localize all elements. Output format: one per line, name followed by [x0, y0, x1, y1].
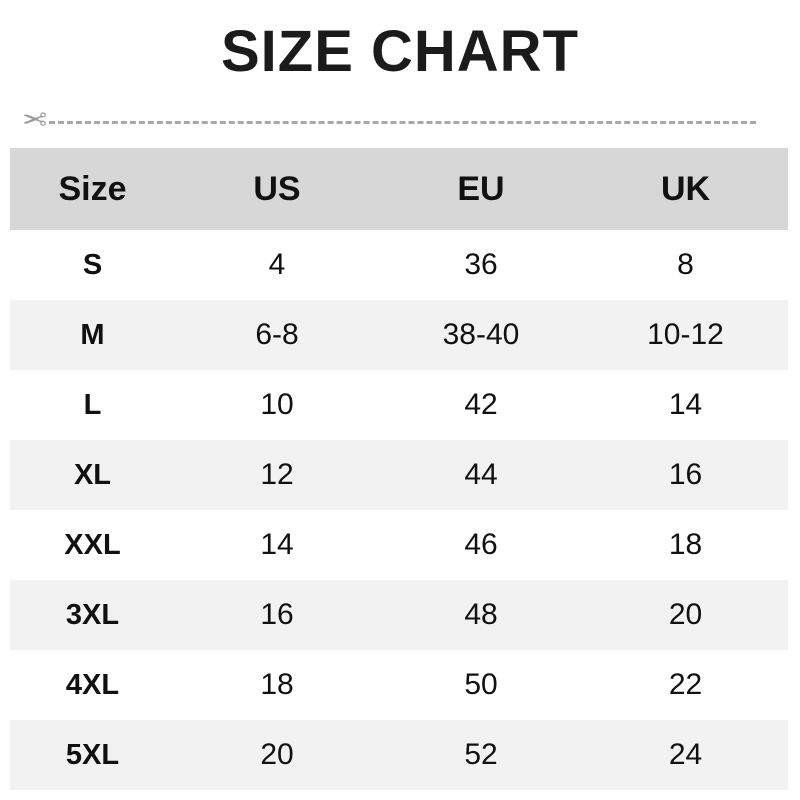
cell-us: 16	[175, 580, 379, 650]
dashed-cut-divider	[49, 120, 756, 124]
cell-us: 10	[175, 370, 379, 440]
table-row: 5XL 20 52 24	[10, 720, 788, 790]
table-header: Size US EU UK	[10, 148, 788, 230]
cell-size: XXL	[10, 510, 175, 580]
cell-size: M	[10, 300, 175, 370]
table-body: S 4 36 8 M 6-8 38-40 10-12 L 10 42 14 XL…	[10, 230, 788, 790]
cell-eu: 46	[379, 510, 583, 580]
cell-uk: 10-12	[583, 300, 788, 370]
cell-size: XL	[10, 440, 175, 510]
table-row: XL 12 44 16	[10, 440, 788, 510]
cell-size: L	[10, 370, 175, 440]
table-row: 4XL 18 50 22	[10, 650, 788, 720]
cell-size: 5XL	[10, 720, 175, 790]
cell-eu: 36	[379, 230, 583, 300]
cell-us: 18	[175, 650, 379, 720]
cell-eu: 50	[379, 650, 583, 720]
table-row: L 10 42 14	[10, 370, 788, 440]
column-header-size: Size	[10, 148, 175, 230]
cell-eu: 52	[379, 720, 583, 790]
cell-eu: 44	[379, 440, 583, 510]
cell-eu: 38-40	[379, 300, 583, 370]
cell-eu: 48	[379, 580, 583, 650]
cell-uk: 22	[583, 650, 788, 720]
cell-uk: 18	[583, 510, 788, 580]
cell-uk: 8	[583, 230, 788, 300]
cut-line: ✂	[22, 104, 774, 138]
table-row: S 4 36 8	[10, 230, 788, 300]
size-chart-table: Size US EU UK S 4 36 8 M 6-8 38-40 10-12…	[10, 148, 788, 790]
table-header-row: Size US EU UK	[10, 148, 788, 230]
cell-uk: 16	[583, 440, 788, 510]
page-title: SIZE CHART	[221, 19, 579, 84]
table-row: 3XL 16 48 20	[10, 580, 788, 650]
table-row: M 6-8 38-40 10-12	[10, 300, 788, 370]
cell-us: 4	[175, 230, 379, 300]
cell-uk: 24	[583, 720, 788, 790]
cell-us: 20	[175, 720, 379, 790]
column-header-uk: UK	[583, 148, 788, 230]
cell-size: 3XL	[10, 580, 175, 650]
cell-size: 4XL	[10, 650, 175, 720]
cell-size: S	[10, 230, 175, 300]
scissors-icon: ✂	[22, 104, 48, 137]
column-header-eu: EU	[379, 148, 583, 230]
cell-eu: 42	[379, 370, 583, 440]
table-row: XXL 14 46 18	[10, 510, 788, 580]
cell-us: 14	[175, 510, 379, 580]
column-header-us: US	[175, 148, 379, 230]
cell-us: 6-8	[175, 300, 379, 370]
cell-us: 12	[175, 440, 379, 510]
cell-uk: 20	[583, 580, 788, 650]
cell-uk: 14	[583, 370, 788, 440]
